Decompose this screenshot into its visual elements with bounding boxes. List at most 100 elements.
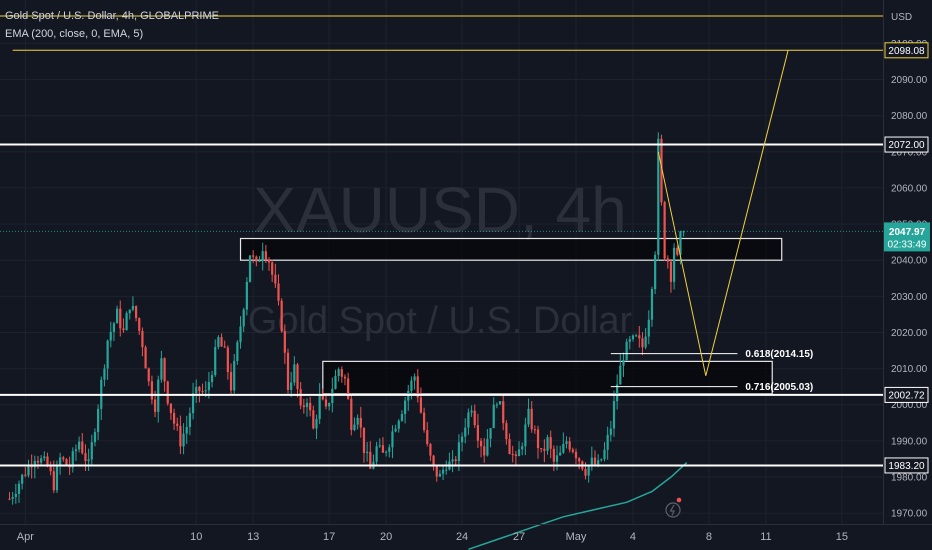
candle-body [673,247,676,282]
candle-body [93,432,97,443]
fib-layer: 0.618(2014.15) 0.716(2005.03) [610,349,813,393]
candle-body [568,441,571,450]
candle-body [141,330,144,348]
candle-body [321,393,324,400]
candle-body [679,231,682,255]
candle-body [559,452,562,456]
candle-body [400,413,404,421]
candle-body [467,412,470,428]
time-tick-label: 11 [760,531,771,543]
candle-body [536,429,540,449]
candle-body [84,453,87,462]
candle-body [495,404,498,406]
candle-body [410,380,413,391]
price-scale[interactable]: USD [883,0,913,524]
candle-body [182,433,185,447]
candle-body [385,451,388,453]
projection-layer [657,50,789,376]
ema-indicator-label[interactable]: EMA (200, close, 0, EMA, 5) [5,28,144,40]
candle-body [593,457,597,465]
candle-body [340,369,343,377]
candle-body [565,441,568,444]
candle-body [283,331,286,353]
level-tag-box [884,386,929,403]
ema-layer [468,462,688,550]
candle-body [638,335,641,339]
candle-body [619,365,622,385]
candle-body [584,469,587,476]
candle-body [524,424,527,447]
candle-body [302,405,305,408]
candle-body [109,331,112,341]
time-tick-label: 10 [190,531,202,543]
price-tick-label: 2060.00 [891,183,928,194]
bar-countdown-label: 02:33:49 [888,239,927,250]
candle-body [654,254,657,290]
level-tag-label: 2002.72 [888,390,925,401]
candle-body [248,255,252,282]
candle-body [378,445,381,447]
candle-body [271,262,274,275]
candle-body [179,425,182,447]
time-tick-label: 27 [513,531,525,543]
candle-body [366,451,369,453]
candle-body [138,318,141,331]
symbol-title[interactable]: Gold Spot / U.S. Dollar, 4h, GLOBALPRIME [5,10,219,22]
candle-body [622,359,625,366]
currency-label: USD [891,12,912,23]
candle-body [362,427,366,453]
level-tag: 2072.00 [884,136,929,153]
candle-body [169,403,173,413]
ema-200-line [468,462,688,550]
candle-body [233,360,236,391]
level-tag-box [884,457,929,474]
candle-body [119,308,122,329]
candle-body [223,346,226,348]
candle-body [315,418,318,429]
candle-body [571,449,574,452]
candle-body [87,459,90,462]
level-tag-label: 2098.08 [888,46,925,57]
candle-body [153,399,157,412]
candle-body [492,404,495,429]
candle-body [286,352,290,390]
candle-body [27,465,30,476]
candle-body [479,440,483,447]
candle-body [337,369,340,376]
candle-body [328,403,331,407]
candle-body [647,319,650,337]
candle-body [438,473,442,477]
current-price-box [884,222,930,252]
candle-body [533,429,536,431]
candle-body [90,442,93,460]
time-axis[interactable]: Apr 10 13 17 20 24 27 May 4 8 11 15 [0,524,932,544]
time-tick-label: 17 [323,531,335,543]
candle-body [635,335,638,337]
candle-body [606,434,609,450]
candle-body [33,460,36,468]
candle-body [46,456,49,466]
time-tick-label: 8 [706,531,712,543]
candle-body [191,393,195,414]
price-tick-label: 1970.00 [891,509,928,520]
candle-body [144,347,147,369]
alert-clock-icon[interactable] [665,497,682,518]
watermark-ticker: XAUUSD, 4h [253,174,626,246]
candle-body [220,337,223,347]
candle-body [391,431,394,448]
candle-body [625,341,628,360]
candle-body [226,347,229,373]
candle-body [309,402,312,411]
level-tag-label: 2072.00 [888,140,925,151]
candle-body [470,410,473,413]
candle-body [207,382,210,391]
candle-body [176,423,179,426]
candle-body [498,401,502,405]
candle-body [540,448,543,450]
candle-body [381,445,385,453]
candle-body [359,417,362,428]
time-tick-label: May [566,531,587,543]
candle-body [511,453,514,455]
candle-body [274,274,277,284]
